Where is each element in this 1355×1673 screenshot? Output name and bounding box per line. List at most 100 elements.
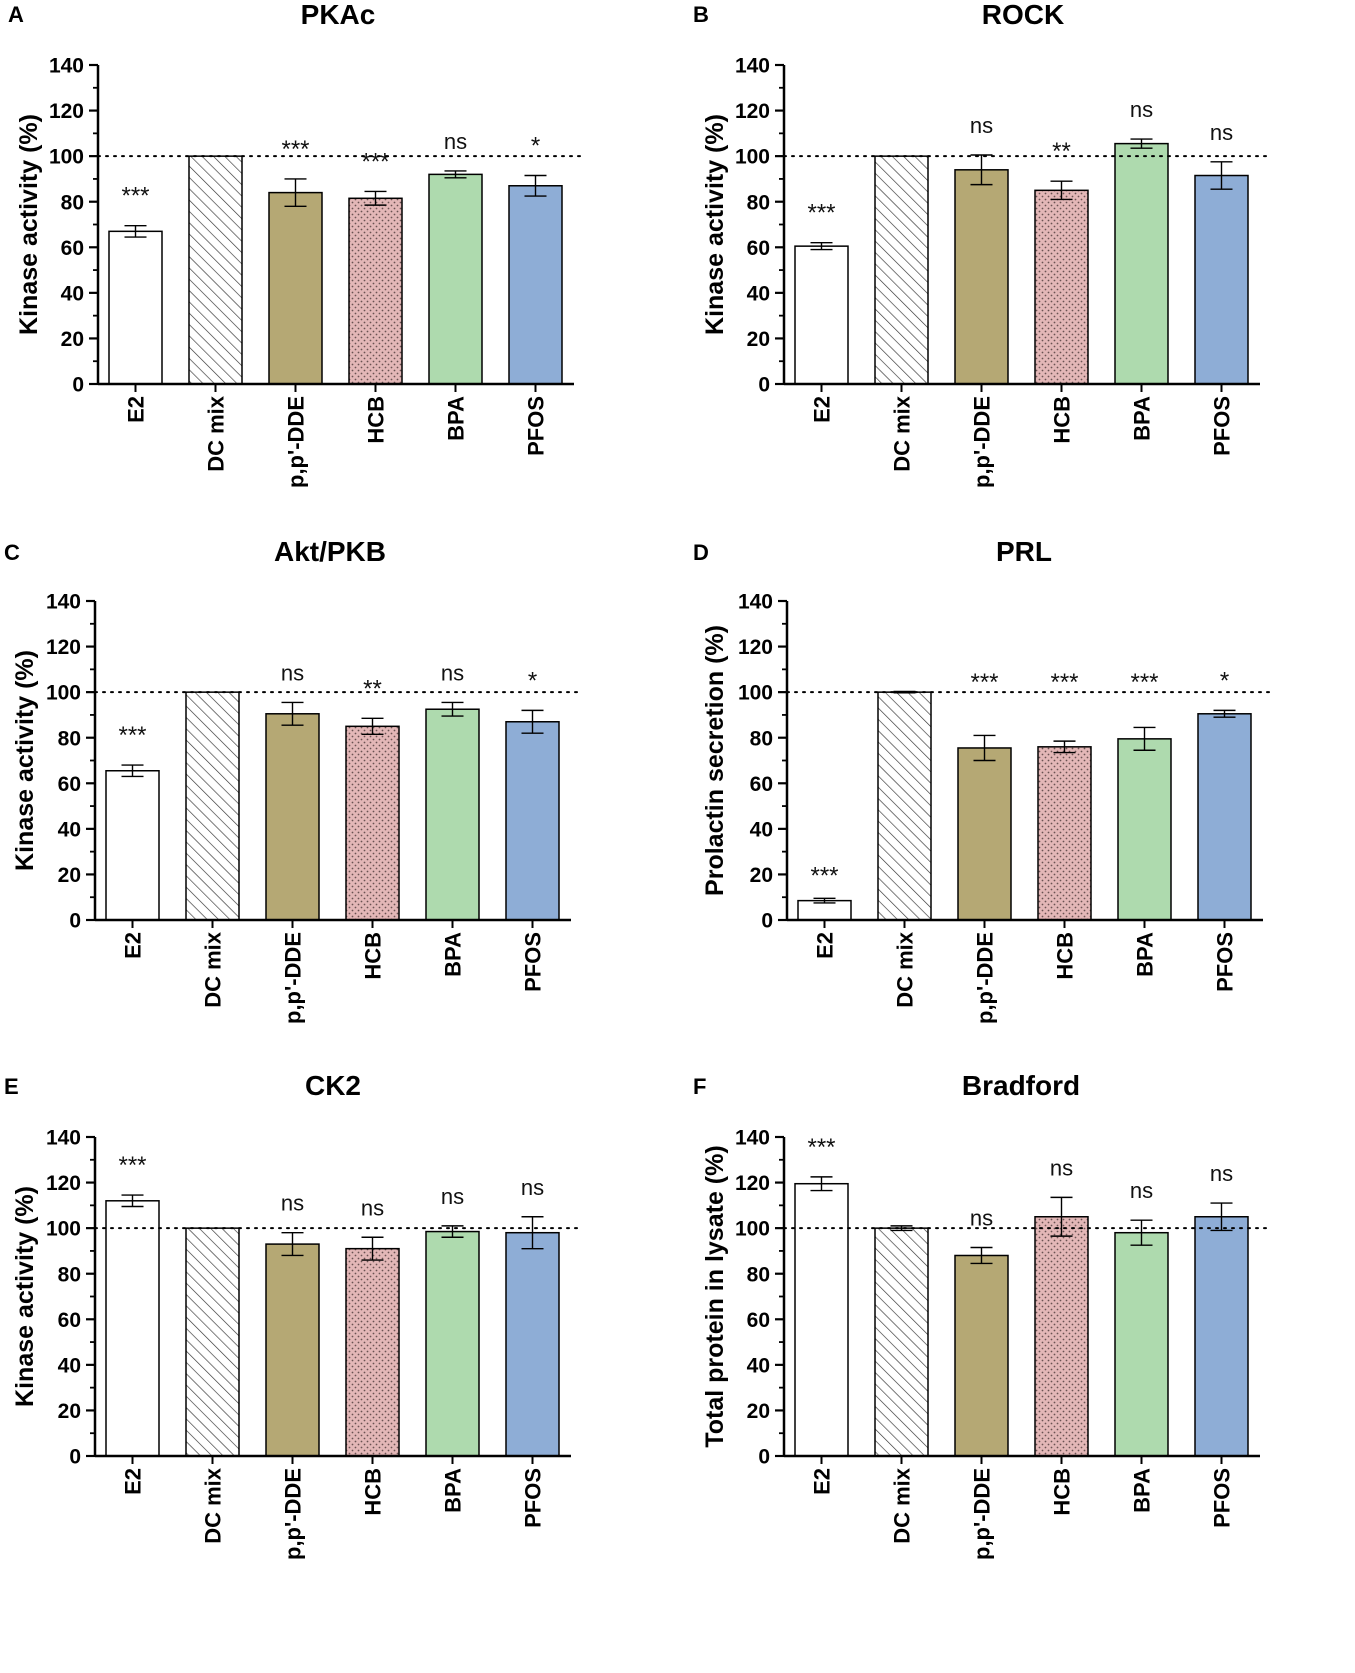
y-tick-label: 60	[61, 237, 84, 260]
category-label-bpa: BPA	[441, 1468, 466, 1513]
panel-letter: A	[8, 2, 24, 27]
y-tick-label: 0	[69, 1446, 81, 1469]
y-tick-label: 120	[46, 1172, 81, 1195]
category-label-e2: E2	[810, 1468, 835, 1495]
panel-title: Akt/PKB	[274, 536, 386, 567]
panel-a: A PKAc Kinase activity (%) *** E2 DC mix *** p,…	[8, 0, 581, 488]
y-axis-label: Kinase activity (%)	[11, 1186, 39, 1407]
panel-letter: E	[4, 1074, 19, 1099]
panel-title: PKAc	[301, 0, 376, 30]
category-label-pfos: PFOS	[521, 932, 546, 992]
bar-dc-mix	[877, 691, 932, 921]
category-label-hcb: HCB	[361, 1468, 386, 1516]
category-label-e2: E2	[121, 932, 146, 959]
y-tick-label: 40	[750, 818, 773, 841]
category-label-ppdde: p,p'-DDE	[284, 396, 309, 488]
bar-ppdde	[268, 191, 323, 385]
y-axis-label: Kinase activity (%)	[701, 114, 729, 335]
significance-ppdde: ***	[281, 136, 309, 163]
bar-ppdde	[265, 1243, 320, 1457]
category-label-bpa: BPA	[441, 932, 466, 977]
y-tick-label: 0	[761, 910, 773, 933]
significance-hcb: **	[363, 675, 382, 702]
category-label-bpa: BPA	[444, 396, 469, 441]
y-tick-label: 20	[747, 328, 770, 351]
y-axis-label: Total protein in lysate (%)	[701, 1145, 729, 1447]
y-axis-label: Kinase activity (%)	[11, 650, 39, 871]
bar-hcb	[345, 1247, 400, 1457]
y-tick-label: 60	[747, 237, 770, 260]
bar-bpa	[1114, 1231, 1169, 1457]
y-tick-label: 120	[735, 1172, 770, 1195]
panel-title: Bradford	[962, 1070, 1080, 1101]
bar-pfos	[505, 1231, 560, 1457]
y-tick-label: 40	[747, 282, 770, 305]
panel-letter: D	[693, 540, 709, 565]
y-tick-label: 100	[49, 146, 84, 169]
significance-e2: ***	[118, 722, 146, 749]
y-tick-label: 80	[747, 1263, 770, 1286]
panel-letter: B	[693, 2, 709, 27]
significance-hcb: ns	[1050, 1155, 1073, 1180]
y-tick-label: 20	[750, 864, 773, 887]
y-tick-label: 40	[747, 1354, 770, 1377]
category-label-ppdde: p,p'-DDE	[970, 1468, 995, 1560]
category-label-dc-mix: DC mix	[893, 931, 918, 1008]
significance-ppdde: ***	[970, 669, 998, 696]
panel-f: F Bradford Total protein in lysate (%) *** E…	[693, 1070, 1267, 1560]
category-label-hcb: HCB	[1050, 1468, 1075, 1516]
significance-bpa: ns	[441, 1184, 464, 1209]
significance-bpa: ns	[1130, 1178, 1153, 1203]
category-label-bpa: BPA	[1133, 932, 1158, 977]
bar-bpa	[425, 1230, 480, 1457]
y-tick-label: 40	[58, 818, 81, 841]
significance-hcb: ***	[361, 148, 389, 175]
y-tick-label: 40	[58, 1354, 81, 1377]
category-label-e2: E2	[810, 396, 835, 423]
significance-bpa: ns	[441, 660, 464, 685]
significance-pfos: *	[1220, 667, 1229, 694]
category-label-dc-mix: DC mix	[890, 395, 915, 472]
category-label-ppdde: p,p'-DDE	[970, 396, 995, 488]
category-label-hcb: HCB	[364, 396, 389, 444]
category-label-pfos: PFOS	[521, 1468, 546, 1528]
significance-pfos: *	[528, 667, 537, 694]
category-label-dc-mix: DC mix	[890, 1467, 915, 1544]
panel-b: B ROCK Kinase activity (%) *** E2 DC mix ns p,p…	[693, 0, 1267, 488]
category-label-pfos: PFOS	[524, 396, 549, 456]
y-axis-label: Kinase activity (%)	[15, 114, 43, 335]
panel-title: CK2	[305, 1070, 361, 1101]
y-tick-label: 20	[747, 1400, 770, 1423]
significance-pfos: *	[531, 133, 540, 160]
bar-dc-mix	[874, 1227, 929, 1457]
y-tick-label: 20	[61, 328, 84, 351]
significance-ppdde: ns	[281, 660, 304, 685]
y-tick-label: 20	[58, 864, 81, 887]
y-tick-label: 80	[58, 727, 81, 750]
significance-e2: ***	[810, 863, 838, 890]
category-label-hcb: HCB	[1053, 932, 1078, 980]
bar-ppdde	[954, 1254, 1009, 1457]
significance-ppdde: ns	[970, 1206, 993, 1231]
bar-bpa	[1114, 142, 1169, 385]
significance-e2: ***	[118, 1152, 146, 1179]
y-tick-label: 140	[46, 1127, 81, 1150]
y-tick-label: 100	[738, 682, 773, 705]
significance-ppdde: ns	[970, 113, 993, 138]
bar-e2	[105, 1200, 160, 1457]
y-tick-label: 0	[758, 1446, 770, 1469]
y-tick-label: 140	[738, 591, 773, 614]
bar-dc-mix	[185, 1227, 240, 1457]
bar-pfos	[1194, 174, 1249, 385]
bar-pfos	[508, 185, 563, 385]
category-label-e2: E2	[124, 396, 149, 423]
significance-hcb: ns	[361, 1195, 384, 1220]
category-label-dc-mix: DC mix	[201, 1467, 226, 1544]
significance-bpa: ***	[1130, 669, 1158, 696]
bar-ppdde	[954, 169, 1009, 385]
category-label-bpa: BPA	[1130, 1468, 1155, 1513]
y-tick-label: 120	[46, 636, 81, 659]
